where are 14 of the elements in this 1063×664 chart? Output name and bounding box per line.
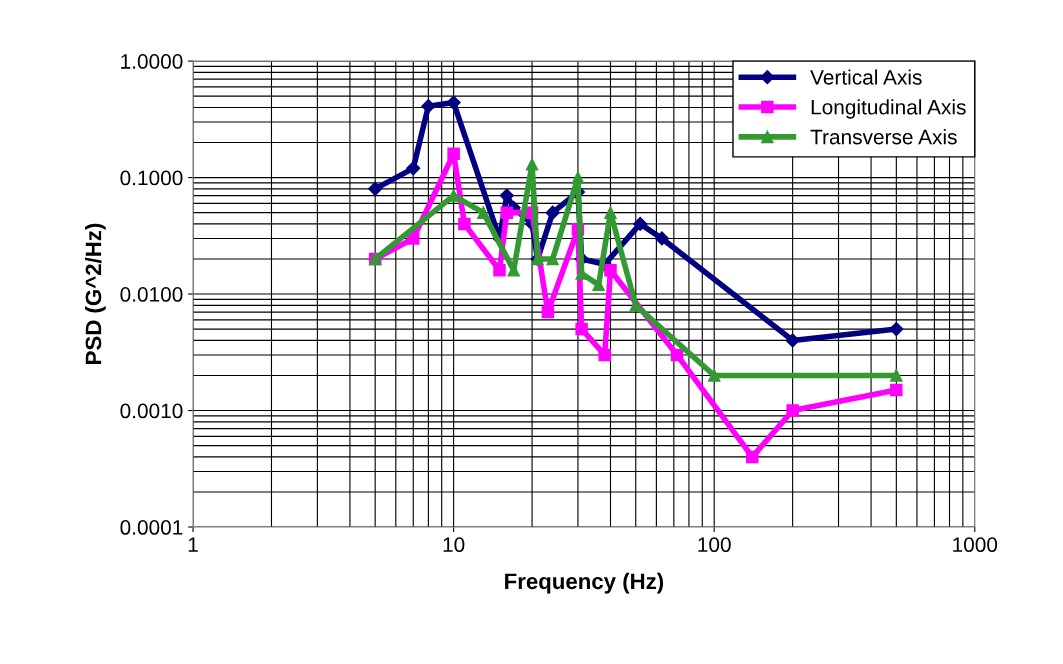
legend-label: Longitudinal Axis [811,99,966,119]
y-tick-label: 0.0001 [120,520,183,535]
y-tick-label: 1.0000 [121,54,183,69]
x-tick-label: 100 [698,537,731,553]
x-tick-label: 10 [443,537,465,553]
y-tick-label: 0.0100 [120,287,183,302]
y-axis-title: PSD (G^2/Hz) [85,223,106,364]
x-axis-title: Frequency (Hz) [505,572,664,594]
y-tick-label: 0.1000 [120,170,183,186]
legend-label: Vertical Axis [810,69,922,85]
x-tick-label: 1000 [953,537,998,553]
legend-label: Transverse Axis [810,129,957,145]
x-tick-label: 1 [188,537,198,552]
y-tick-label: 0.0010 [120,403,183,419]
